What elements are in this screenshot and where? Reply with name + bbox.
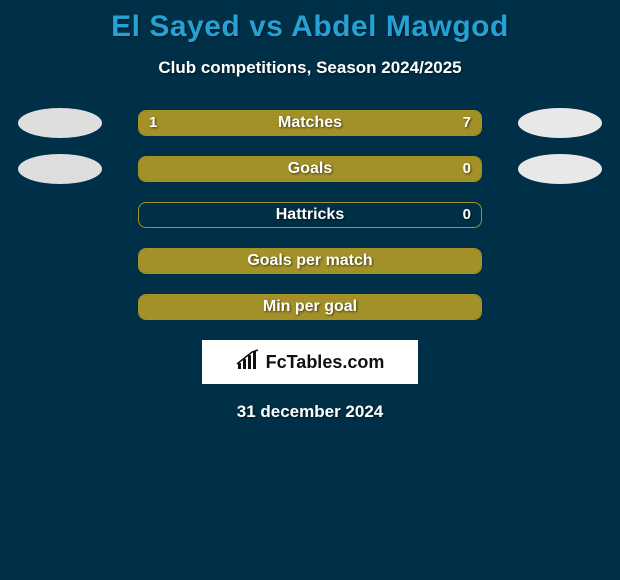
date-text: 31 december 2024	[0, 402, 620, 422]
stat-bar-track: Goals0	[138, 156, 482, 182]
stat-row: Min per goal	[0, 294, 620, 320]
page-title: El Sayed vs Abdel Mawgod	[0, 0, 620, 44]
stat-value-right: 0	[463, 157, 471, 181]
player-avatar-right	[518, 154, 602, 184]
stat-value-right: 7	[463, 111, 471, 135]
stat-row: Matches1 7	[0, 110, 620, 136]
logo-text: FcTables.com	[266, 352, 385, 373]
stat-bar-label: Hattricks	[139, 203, 481, 227]
stat-bar-label: Goals	[139, 157, 481, 181]
player-avatar-right	[518, 108, 602, 138]
stat-rows: Matches17Goals0Hattricks0Goals per match…	[0, 110, 620, 320]
player-avatar-left	[18, 154, 102, 184]
stat-bar-label: Matches	[139, 111, 481, 135]
stat-bar-track: Min per goal	[138, 294, 482, 320]
stat-value-left: 1	[149, 111, 157, 135]
stat-value-right: 0	[463, 203, 471, 227]
stat-row: Goals per match	[0, 248, 620, 274]
stat-bar-track: Matches1 7	[138, 110, 482, 136]
stat-bar-label: Min per goal	[139, 295, 481, 319]
stat-bar-label: Goals per match	[139, 249, 481, 273]
stat-bar-track: Hattricks0	[138, 202, 482, 228]
logo-box: FcTables.com	[202, 340, 418, 384]
player-avatar-left	[18, 108, 102, 138]
stat-row: Hattricks0	[0, 202, 620, 228]
chart-icon	[236, 349, 262, 376]
subtitle: Club competitions, Season 2024/2025	[0, 58, 620, 78]
stat-row: Goals0	[0, 156, 620, 182]
stat-bar-track: Goals per match	[138, 248, 482, 274]
